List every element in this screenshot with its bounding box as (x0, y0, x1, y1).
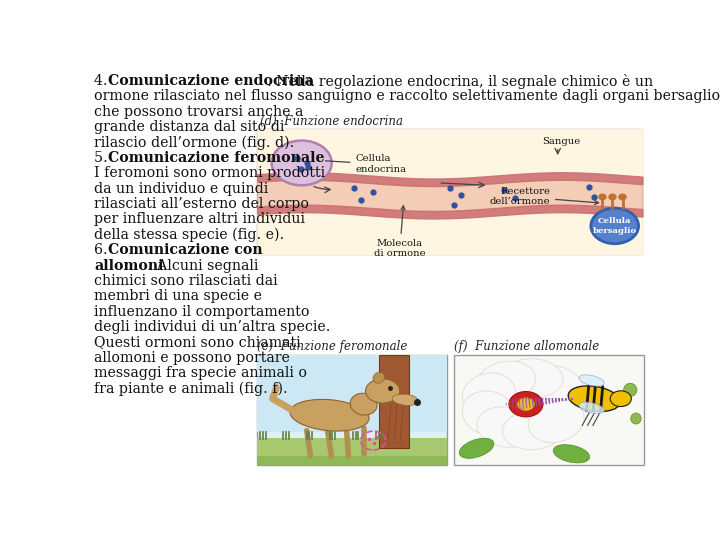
FancyBboxPatch shape (258, 456, 447, 465)
Text: (f)  Funzione allomonale: (f) Funzione allomonale (454, 340, 599, 353)
Text: da un individuo e quindi: da un individuo e quindi (94, 181, 268, 195)
Ellipse shape (459, 438, 494, 458)
Text: per influenzare altri individui: per influenzare altri individui (94, 212, 305, 226)
Text: Molecola
di ormone: Molecola di ormone (374, 206, 426, 259)
Text: che possono trovarsi anche a: che possono trovarsi anche a (94, 105, 303, 119)
Circle shape (591, 208, 639, 244)
Ellipse shape (503, 411, 563, 450)
Ellipse shape (539, 382, 591, 427)
Text: Recettore
dell’ormone: Recettore dell’ormone (490, 187, 598, 206)
Ellipse shape (462, 391, 516, 435)
Text: Comunicazione endocrina: Comunicazione endocrina (108, 74, 314, 88)
Text: . Alcuni segnali: . Alcuni segnali (148, 259, 258, 273)
Text: I feromoni sono ormoni prodotti: I feromoni sono ormoni prodotti (94, 166, 325, 180)
Ellipse shape (568, 386, 620, 411)
Text: 4.: 4. (94, 74, 112, 88)
Text: (d)  Funzione endocrina: (d) Funzione endocrina (260, 114, 402, 127)
Text: Sangue: Sangue (542, 137, 580, 146)
Ellipse shape (618, 193, 626, 200)
Text: degli individui di un’altra specie.: degli individui di un’altra specie. (94, 320, 330, 334)
Ellipse shape (528, 400, 584, 443)
FancyBboxPatch shape (258, 438, 447, 465)
Ellipse shape (392, 394, 418, 406)
Circle shape (271, 140, 332, 185)
Ellipse shape (477, 361, 536, 402)
Ellipse shape (462, 373, 516, 417)
Ellipse shape (579, 402, 604, 414)
Ellipse shape (631, 413, 642, 424)
Text: messaggi fra specie animali o: messaggi fra specie animali o (94, 366, 307, 380)
Circle shape (509, 392, 543, 417)
Ellipse shape (579, 375, 604, 386)
Text: influenzano il comportamento: influenzano il comportamento (94, 305, 310, 319)
FancyBboxPatch shape (454, 355, 644, 465)
Text: . Nella regolazione endocrina, il segnale chimico è un: . Nella regolazione endocrina, il segnal… (267, 74, 654, 89)
Ellipse shape (373, 372, 384, 383)
Text: chimici sono rilasciati dai: chimici sono rilasciati dai (94, 274, 277, 288)
FancyBboxPatch shape (258, 355, 447, 432)
Circle shape (610, 391, 631, 407)
Text: Cellula
endocrina: Cellula endocrina (325, 154, 407, 174)
Text: allomoni: allomoni (94, 259, 163, 273)
Ellipse shape (366, 379, 400, 403)
Text: rilascio dell’ormone (fig. d).: rilascio dell’ormone (fig. d). (94, 136, 294, 150)
Text: allomoni e possono portare: allomoni e possono portare (94, 351, 289, 365)
Text: Cellula
bersaglio: Cellula bersaglio (593, 217, 636, 234)
Text: fra piante e animali (fig. f).: fra piante e animali (fig. f). (94, 382, 287, 396)
Text: Comunicazione con: Comunicazione con (108, 243, 263, 257)
Text: Comunicazione feromonale: Comunicazione feromonale (108, 151, 325, 165)
Text: rilasciati all’esterno del corpo: rilasciati all’esterno del corpo (94, 197, 309, 211)
Ellipse shape (528, 366, 584, 409)
Text: 6.: 6. (94, 243, 112, 257)
Text: 5.: 5. (94, 151, 112, 165)
Ellipse shape (503, 359, 563, 397)
FancyBboxPatch shape (379, 355, 409, 448)
Text: ormone rilasciato nel flusso sanguigno e raccolto selettivamente dagli organi be: ormone rilasciato nel flusso sanguigno e… (94, 89, 720, 103)
Text: .: . (276, 151, 281, 165)
FancyBboxPatch shape (258, 129, 642, 254)
Ellipse shape (350, 393, 377, 415)
FancyBboxPatch shape (258, 355, 447, 465)
Ellipse shape (598, 193, 607, 200)
Text: (e)  Funzione feromonale: (e) Funzione feromonale (258, 340, 408, 353)
Text: grande distanza dal sito di: grande distanza dal sito di (94, 120, 284, 134)
Ellipse shape (608, 193, 617, 200)
Text: Questi ormoni sono chiamati: Questi ormoni sono chiamati (94, 335, 300, 349)
Ellipse shape (624, 383, 637, 396)
Ellipse shape (290, 400, 369, 431)
Ellipse shape (477, 407, 536, 447)
Text: membri di una specie e: membri di una specie e (94, 289, 262, 303)
Text: della stessa specie (fig. e).: della stessa specie (fig. e). (94, 228, 284, 242)
Ellipse shape (553, 444, 590, 463)
Circle shape (518, 398, 534, 410)
